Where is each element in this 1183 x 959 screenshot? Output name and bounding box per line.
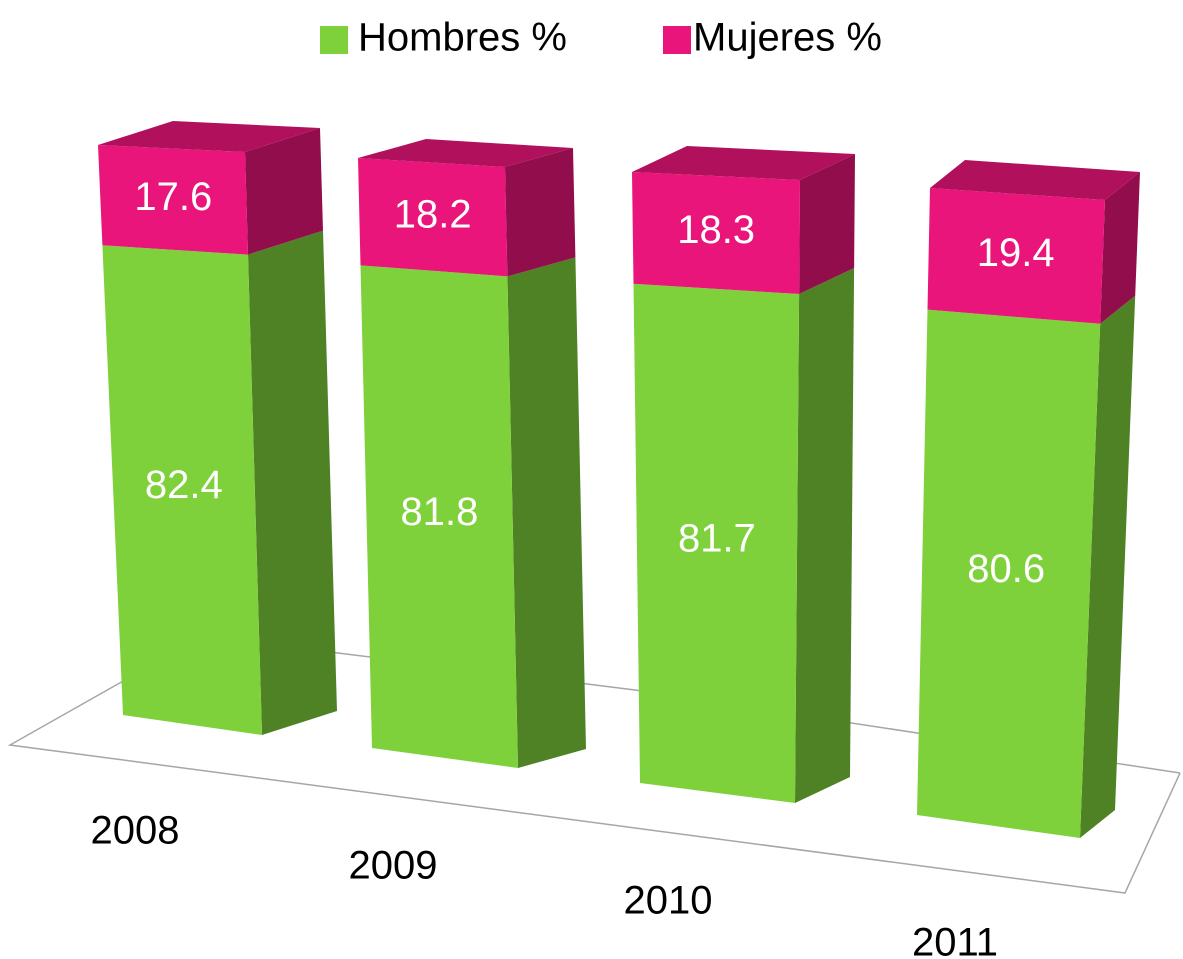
bar bbox=[633, 283, 800, 803]
legend-swatch bbox=[320, 26, 348, 54]
x-tick-label: 2011 bbox=[912, 921, 998, 959]
bar-side bbox=[507, 257, 586, 768]
legend-label: Hombres % bbox=[358, 16, 567, 60]
bar bbox=[98, 145, 248, 255]
bar-side bbox=[245, 128, 323, 255]
x-tick-label: 2010 bbox=[624, 879, 713, 923]
bar-top bbox=[930, 160, 1140, 200]
bar-top bbox=[358, 139, 573, 167]
value-label: 17.6 bbox=[134, 175, 212, 219]
bar-side bbox=[1080, 295, 1136, 838]
value-label: 81.8 bbox=[401, 490, 479, 534]
x-tick-label: 2009 bbox=[349, 844, 438, 888]
value-label: 18.3 bbox=[677, 208, 755, 252]
bar bbox=[360, 265, 518, 768]
bar-top bbox=[98, 121, 320, 152]
bar-side bbox=[1100, 172, 1140, 324]
value-label: 81.7 bbox=[678, 517, 756, 561]
bar bbox=[102, 245, 263, 736]
legend-swatch bbox=[663, 26, 691, 54]
value-label: 19.4 bbox=[977, 231, 1055, 275]
bar-side bbox=[795, 268, 855, 803]
floor-edge bbox=[7, 679, 1181, 894]
bar bbox=[927, 188, 1105, 324]
value-label: 82.4 bbox=[145, 463, 223, 507]
bar bbox=[917, 309, 1101, 839]
bar-side bbox=[799, 154, 855, 294]
x-tick-label: 2008 bbox=[91, 809, 180, 853]
bar bbox=[358, 158, 508, 277]
bar bbox=[632, 172, 800, 294]
value-label: 80.6 bbox=[967, 547, 1045, 591]
bar-side bbox=[505, 148, 576, 277]
value-label: 18.2 bbox=[394, 192, 472, 236]
bar-side bbox=[248, 230, 337, 735]
bar-top bbox=[632, 146, 855, 180]
legend-label: Mujeres % bbox=[693, 16, 882, 60]
